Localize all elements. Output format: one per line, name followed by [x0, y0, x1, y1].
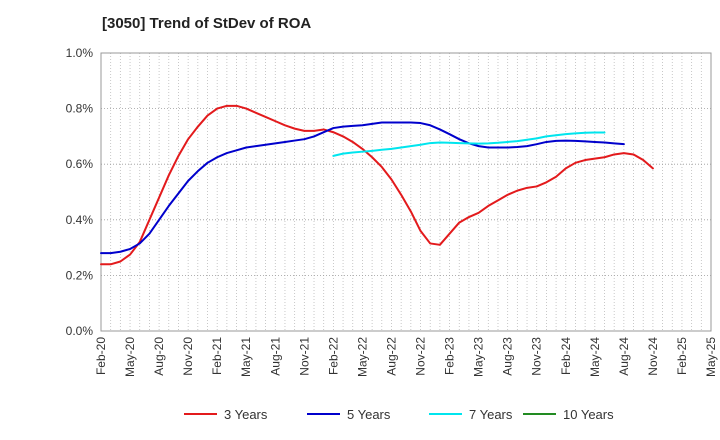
x-tick-label: Aug-20: [152, 337, 166, 376]
y-tick-label: 0.2%: [66, 268, 94, 282]
x-tick-label: Feb-22: [326, 337, 340, 375]
x-tick-label: Aug-21: [268, 337, 282, 376]
x-tick-label: May-23: [472, 337, 486, 377]
x-tick-label: Feb-25: [675, 337, 689, 375]
x-tick-label: Nov-24: [646, 337, 660, 376]
x-tick-label: Aug-22: [384, 337, 398, 376]
x-tick-label: May-24: [588, 337, 602, 377]
series-line-5-years: [100, 121, 625, 255]
grid-layer: [101, 53, 711, 331]
y-tick-label: 0.6%: [66, 157, 94, 171]
legend-label: 10 Years: [563, 407, 614, 422]
y-tick-label: 1.0%: [66, 46, 94, 60]
legend: 3 Years 5 Years 7 Years 10 Years: [184, 407, 614, 422]
y-axis: 0.0% 0.2% 0.4% 0.6% 0.8% 1.0%: [66, 46, 94, 338]
x-tick-label: Feb-21: [210, 337, 224, 375]
x-tick-label: Feb-24: [559, 337, 573, 375]
x-tick-label: Nov-22: [414, 337, 428, 376]
chart-title: [3050] Trend of StDev of ROA: [102, 15, 312, 32]
y-tick-label: 0.4%: [66, 213, 94, 227]
x-tick-label: May-20: [123, 337, 137, 377]
x-tick-label: Feb-20: [94, 337, 108, 375]
x-tick-label: Feb-23: [443, 337, 457, 375]
x-tick-label: May-22: [355, 337, 369, 377]
legend-label: 7 Years: [469, 407, 513, 422]
series-line-3-years: [100, 104, 654, 266]
x-tick-label: Aug-24: [617, 337, 631, 376]
y-tick-label: 0.0%: [66, 324, 94, 338]
legend-label: 5 Years: [347, 407, 391, 422]
x-axis: Feb-20 May-20 Aug-20 Nov-20 Feb-21 May-21 Aug-…: [94, 337, 718, 377]
x-tick-label: Nov-21: [297, 337, 311, 376]
series-line-7-years: [332, 131, 606, 157]
x-tick-label: Aug-23: [501, 337, 515, 376]
series-layer: [100, 104, 654, 266]
y-tick-label: 0.8%: [66, 102, 94, 116]
x-tick-label: May-25: [704, 337, 718, 377]
legend-label: 3 Years: [224, 407, 268, 422]
x-tick-label: Nov-23: [530, 337, 544, 376]
x-tick-label: Nov-20: [181, 337, 195, 376]
plot-area-frame: [100, 52, 712, 332]
x-tick-label: May-21: [239, 337, 253, 377]
